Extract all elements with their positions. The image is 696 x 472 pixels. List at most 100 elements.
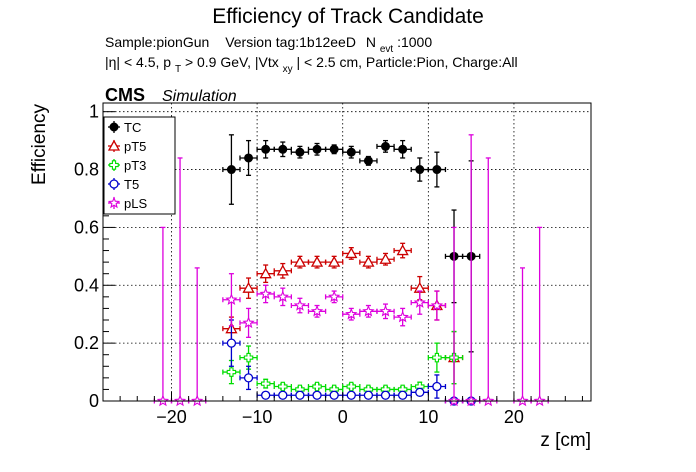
data-point-pt5 — [256, 264, 275, 284]
data-point-tc — [410, 157, 429, 182]
data-point-pls — [273, 287, 293, 307]
data-point-pt5 — [273, 262, 293, 279]
subtitle-line-2: |η| < 4.5, p T > 0.9 GeV, |Vtx xy | < 2.… — [105, 54, 518, 75]
legend-entry-tc: TC — [108, 120, 141, 135]
data-point-pls — [307, 304, 327, 318]
legend-marker-t5 — [109, 179, 119, 189]
data-point-t5 — [222, 319, 241, 367]
x-tick-label: 0 — [338, 407, 348, 427]
marker-t5 — [261, 390, 271, 400]
data-point-tc — [359, 155, 378, 166]
x-tick-label: 10 — [418, 407, 438, 427]
y-tick-label: 0.6 — [74, 217, 99, 237]
data-point-pt5 — [376, 252, 395, 266]
data-point-tc — [342, 145, 361, 159]
data-point-tc — [307, 142, 327, 156]
data-point-tc — [376, 139, 395, 153]
data-point-t5 — [256, 390, 275, 400]
marker-tc — [278, 144, 288, 154]
subtitle-line-1: Sample:pionGun Version tag:1b12eeD N evt… — [105, 34, 432, 55]
marker-t5 — [226, 338, 237, 348]
marker-t5 — [243, 373, 254, 383]
marker-tc — [226, 165, 236, 175]
chart-title: Efficiency of Track Candidate — [212, 5, 484, 28]
data-point-pls — [427, 290, 447, 321]
marker-pls — [327, 290, 341, 303]
y-tick-label: 1 — [89, 102, 99, 122]
legend-entry-pt3: pT3 — [108, 158, 146, 173]
legend-entry-pls: pLS — [107, 196, 147, 211]
data-point-pls — [342, 307, 361, 321]
data-point-t5 — [324, 390, 344, 400]
marker-pt3 — [226, 367, 237, 377]
data-point-tc — [427, 151, 447, 188]
legend-label: pLS — [124, 196, 147, 211]
marker-t5 — [363, 390, 374, 400]
data-point-t5 — [393, 390, 412, 400]
data-point-pt3 — [427, 342, 447, 373]
data-point-pt5 — [307, 255, 327, 269]
legend-marker-pls — [107, 196, 121, 209]
marker-t5 — [380, 390, 391, 400]
marker-pt5 — [345, 247, 358, 259]
data-point-t5 — [239, 365, 258, 391]
data-point-pls — [530, 226, 549, 407]
marker-pls — [225, 293, 238, 305]
data-point-pls — [187, 267, 207, 407]
marker-pls — [362, 304, 375, 317]
data-point-t5 — [359, 390, 378, 400]
marker-pt3 — [243, 352, 254, 363]
y-tick-label: 0.4 — [74, 275, 99, 295]
data-point-pls — [444, 226, 464, 407]
marker-pt5 — [379, 252, 392, 264]
marker-pls — [242, 316, 255, 329]
marker-tc — [261, 144, 271, 154]
data-point-pls — [513, 267, 532, 407]
grid — [103, 103, 591, 401]
data-point-t5 — [410, 387, 429, 397]
data-point-pt5 — [239, 277, 258, 299]
marker-t5 — [295, 390, 305, 400]
y-tick-label: 0 — [89, 391, 99, 411]
sample-label: Sample:pionGun — [105, 34, 209, 50]
marker-tc — [329, 144, 339, 154]
marker-pt3 — [312, 381, 322, 392]
marker-pt3 — [432, 352, 442, 363]
data-point-pls — [410, 290, 429, 315]
marker-pt5 — [362, 255, 375, 267]
data-point-pls — [479, 157, 498, 407]
marker-pt5 — [310, 255, 324, 267]
series-t5 — [222, 319, 481, 406]
version-label: Version tag:1b12eeD — [225, 34, 356, 50]
data-point-pls — [393, 307, 412, 327]
marker-pt5 — [396, 244, 409, 256]
legend-marker-pt5 — [107, 139, 121, 151]
marker-pls — [413, 296, 426, 308]
marker-tc — [346, 147, 356, 157]
series-tc — [222, 134, 481, 353]
marker-tc — [381, 141, 391, 151]
data-point-tc — [273, 141, 293, 158]
marker-pls — [293, 299, 307, 311]
plot-frame — [102, 102, 592, 402]
marker-pt5 — [242, 281, 255, 293]
data-point-pls — [359, 304, 378, 318]
data-point-pls — [461, 134, 481, 407]
data-point-pt3 — [256, 378, 275, 389]
data-point-pls — [222, 273, 241, 327]
marker-t5 — [397, 390, 408, 400]
series-pt3 — [222, 330, 464, 395]
legend-entry-pt5: pT5 — [107, 139, 146, 154]
marker-tc — [312, 144, 322, 154]
data-point-tc — [393, 139, 412, 159]
data-point-t5 — [427, 374, 447, 399]
nevt-subscript: evt — [380, 44, 394, 55]
legend-label: pT3 — [124, 158, 146, 173]
data-point-tc — [239, 139, 258, 176]
axes-frame — [102, 102, 592, 402]
data-point-pls — [290, 297, 310, 314]
simulation-label: Simulation — [162, 88, 237, 105]
marker-t5 — [312, 390, 322, 400]
data-point-pt3 — [376, 384, 395, 395]
